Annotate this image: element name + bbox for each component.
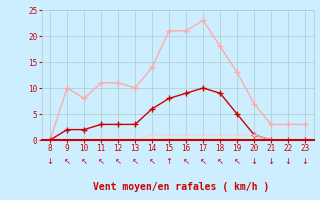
Text: ↓: ↓ (284, 157, 292, 166)
Text: ↓: ↓ (47, 157, 53, 166)
Text: ↓: ↓ (251, 157, 258, 166)
Text: Vent moyen/en rafales ( km/h ): Vent moyen/en rafales ( km/h ) (93, 182, 269, 192)
Text: ↖: ↖ (81, 157, 88, 166)
Text: ↖: ↖ (217, 157, 224, 166)
Text: ↖: ↖ (200, 157, 207, 166)
Text: ↖: ↖ (132, 157, 139, 166)
Text: ↖: ↖ (98, 157, 105, 166)
Text: ↖: ↖ (183, 157, 189, 166)
Text: ↖: ↖ (148, 157, 156, 166)
Text: ↑: ↑ (166, 157, 172, 166)
Text: ↓: ↓ (302, 157, 308, 166)
Text: ↓: ↓ (268, 157, 275, 166)
Text: ↖: ↖ (234, 157, 241, 166)
Text: ↖: ↖ (64, 157, 71, 166)
Text: ↖: ↖ (115, 157, 122, 166)
